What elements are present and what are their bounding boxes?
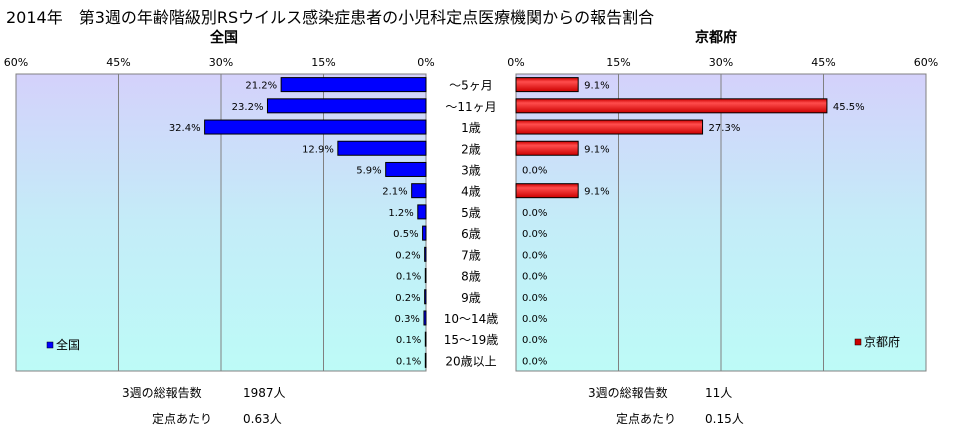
left-bar bbox=[424, 331, 427, 347]
left-bar bbox=[424, 352, 427, 368]
left-bar-label: 0.3% bbox=[395, 314, 420, 325]
left-bar-label: 2.1% bbox=[382, 187, 407, 198]
right-bars: 9.1% 45.5% 27.3% 9.1% 0.0% 9.1% 0.0% 0.0% 0.0% 0.… bbox=[515, 77, 865, 367]
right-tick-label: 45% bbox=[811, 56, 835, 69]
right-total-value: 11人 bbox=[705, 386, 733, 400]
category-label: 6歳 bbox=[461, 227, 481, 241]
left-x-axis-ticks: 60% 45% 30% 15% 0% bbox=[4, 56, 435, 69]
right-tick-label: 30% bbox=[709, 56, 733, 69]
left-bar bbox=[204, 119, 427, 135]
category-label: 9歳 bbox=[461, 291, 481, 305]
right-bar bbox=[515, 119, 704, 135]
right-bar-label: 9.1% bbox=[584, 81, 609, 92]
left-legend: 全国 bbox=[46, 337, 80, 352]
right-bar-label: 45.5% bbox=[833, 102, 865, 113]
right-bar-label: 0.0% bbox=[522, 314, 547, 325]
left-panel-title: 全国 bbox=[209, 29, 238, 46]
right-panel-title: 京都府 bbox=[695, 29, 737, 46]
category-label: 4歳 bbox=[461, 185, 481, 199]
left-bar-label: 5.9% bbox=[356, 165, 381, 176]
left-bar bbox=[411, 183, 427, 199]
left-bar bbox=[422, 225, 427, 241]
right-bar-label: 9.1% bbox=[584, 187, 609, 198]
left-bar bbox=[280, 77, 427, 93]
right-per-label: 定点あたり bbox=[616, 412, 677, 426]
left-bar-label: 1.2% bbox=[388, 208, 413, 219]
category-label: ～5ヶ月 bbox=[449, 79, 493, 93]
right-tick-label: 60% bbox=[914, 56, 938, 69]
left-total-value: 1987人 bbox=[243, 386, 286, 400]
category-label: 7歳 bbox=[461, 248, 481, 262]
category-label: 10～14歳 bbox=[444, 312, 499, 326]
right-bar bbox=[515, 77, 579, 93]
right-legend-label: 京都府 bbox=[864, 334, 900, 349]
right-bar-label: 0.0% bbox=[522, 335, 547, 346]
left-bar-label: 0.1% bbox=[396, 356, 421, 367]
left-bar bbox=[417, 204, 427, 220]
left-bar-label: 23.2% bbox=[232, 102, 264, 113]
right-bar-label: 0.0% bbox=[522, 293, 547, 304]
left-bar-label: 0.1% bbox=[396, 272, 421, 283]
category-label: 5歳 bbox=[461, 206, 481, 220]
category-label: 1歳 bbox=[461, 121, 481, 135]
left-per-value: 0.63人 bbox=[243, 412, 282, 426]
category-labels: ～5ヶ月 ～11ヶ月 1歳 2歳 3歳 4歳 5歳 6歳 7歳 8歳 9歳 10～14歳 15～19歳 2… bbox=[444, 79, 499, 369]
category-label: 2歳 bbox=[461, 142, 481, 156]
right-tick-label: 15% bbox=[606, 56, 630, 69]
left-bars: 21.2% 23.2% 32.4% 12.9% 5.9%2.1% 1.2% 0.5% 0.2%… bbox=[169, 77, 427, 368]
left-bar bbox=[266, 98, 427, 114]
right-bar-label: 0.0% bbox=[522, 272, 547, 283]
right-bar-label: 0.0% bbox=[522, 250, 547, 261]
right-x-axis-ticks: 0% 15% 30% 45% 60% bbox=[507, 56, 938, 69]
left-tick-label: 15% bbox=[311, 56, 335, 69]
left-bar-label: 0.5% bbox=[393, 229, 418, 240]
left-tick-label: 60% bbox=[4, 56, 28, 69]
left-bar-label: 12.9% bbox=[302, 144, 334, 155]
left-bar-label: 0.2% bbox=[395, 250, 420, 261]
category-label: 3歳 bbox=[461, 163, 481, 177]
right-bar-label: 0.0% bbox=[522, 165, 547, 176]
right-bar bbox=[515, 98, 828, 114]
left-bar-label: 21.2% bbox=[245, 81, 277, 92]
left-bar bbox=[424, 268, 427, 284]
right-legend-swatch bbox=[854, 338, 862, 346]
right-bar-label: 0.0% bbox=[522, 208, 547, 219]
right-total-label: 3週の総報告数 bbox=[588, 386, 668, 400]
right-bar-label: 0.0% bbox=[522, 356, 547, 367]
left-bar-label: 32.4% bbox=[169, 123, 201, 134]
left-tick-label: 30% bbox=[209, 56, 233, 69]
left-bar bbox=[424, 289, 427, 305]
left-per-label: 定点あたり bbox=[152, 412, 213, 426]
category-label: 8歳 bbox=[461, 270, 481, 284]
right-bar-label: 9.1% bbox=[584, 144, 609, 155]
left-bar bbox=[337, 140, 427, 156]
right-bar-label: 27.3% bbox=[709, 123, 741, 134]
left-bar-label: 0.2% bbox=[395, 293, 420, 304]
right-bar bbox=[515, 140, 579, 156]
left-bar-label: 0.1% bbox=[396, 335, 421, 346]
chart-title: 2014年 第3週の年齢階級別RSウイルス感染症患者の小児科定点医療機関からの報… bbox=[6, 8, 655, 27]
left-legend-swatch bbox=[46, 341, 54, 349]
left-bar bbox=[385, 161, 427, 177]
right-bar-label: 0.0% bbox=[522, 229, 547, 240]
category-label: 20歳以上 bbox=[445, 354, 496, 368]
left-bar bbox=[423, 310, 427, 326]
left-tick-label: 45% bbox=[106, 56, 130, 69]
left-legend-label: 全国 bbox=[56, 337, 80, 352]
left-tick-label: 0% bbox=[417, 56, 434, 69]
right-legend: 京都府 bbox=[854, 334, 900, 349]
category-label: 15～19歳 bbox=[444, 333, 499, 347]
right-bar bbox=[515, 183, 579, 199]
right-tick-label: 0% bbox=[507, 56, 524, 69]
left-bar bbox=[424, 246, 427, 262]
left-total-label: 3週の総報告数 bbox=[122, 386, 202, 400]
right-per-value: 0.15人 bbox=[705, 412, 744, 426]
category-label: ～11ヶ月 bbox=[445, 100, 496, 114]
